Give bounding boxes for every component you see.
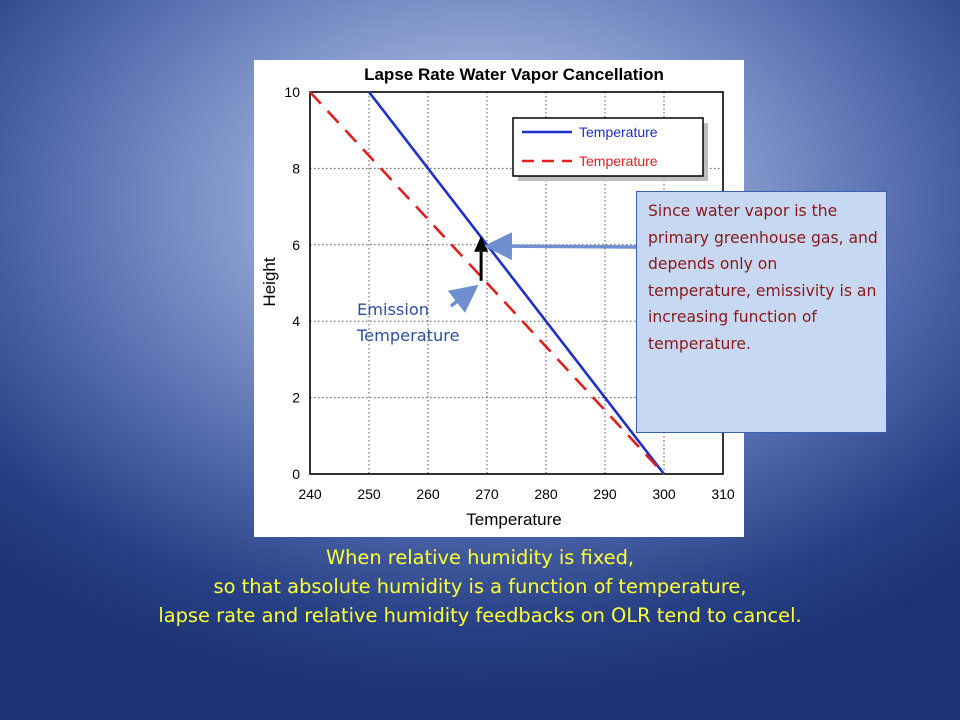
x-tick-label: 270 [475, 486, 499, 502]
y-tick-label: 4 [292, 313, 300, 329]
callout-text: Since water vapor is the primary greenho… [648, 202, 878, 353]
callout-box: Since water vapor is the primary greenho… [636, 191, 887, 433]
x-tick-label: 250 [357, 486, 381, 502]
x-tick-label: 310 [711, 486, 735, 502]
x-axis-label: Temperature [466, 510, 561, 529]
emission-label-line-2: Temperature [357, 326, 460, 345]
emission-temperature-label: Emission Temperature [357, 297, 497, 349]
legend-label: Temperature [579, 124, 658, 140]
series-lines [309, 91, 666, 475]
legend-box [512, 117, 704, 177]
tick-labels: 240 250 260 270 280 290 300 310 0 2 4 6 8 10 [284, 84, 734, 502]
legend: Temperature Temperature [512, 117, 708, 181]
y-tick-label: 10 [284, 84, 300, 100]
caption-line-2: so that absolute humidity is a function … [213, 575, 747, 598]
x-tick-label: 280 [534, 486, 558, 502]
chart-title: Lapse Rate Water Vapor Cancellation [364, 65, 664, 84]
x-tick-label: 260 [416, 486, 440, 502]
legend-label: Temperature [579, 153, 658, 169]
series-line-dashed-red [309, 91, 665, 475]
series-line-solid-blue [367, 91, 666, 475]
y-axis-label: Height [260, 257, 279, 306]
emission-label-line-1: Emission [357, 300, 430, 319]
y-tick-label: 6 [292, 237, 300, 253]
y-tick-label: 0 [292, 466, 300, 482]
x-tick-label: 290 [593, 486, 617, 502]
y-tick-label: 2 [292, 390, 300, 406]
x-tick-label: 240 [298, 486, 322, 502]
caption-line-1: When relative humidity is fixed, [325, 546, 635, 569]
caption: When relative humidity is fixed, so that… [0, 543, 960, 630]
caption-line-3: lapse rate and relative humidity feedbac… [158, 604, 802, 627]
x-tick-label: 300 [652, 486, 676, 502]
y-tick-label: 8 [292, 160, 300, 176]
